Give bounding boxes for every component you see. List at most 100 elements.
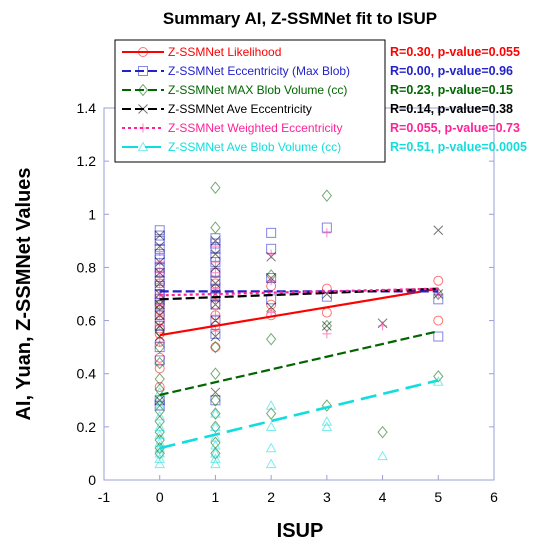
fit-line: [159, 379, 439, 450]
data-point: [210, 453, 221, 463]
data-point: [210, 447, 221, 458]
data-point: [154, 382, 165, 392]
data-point: [433, 289, 443, 299]
data-point: [210, 326, 220, 336]
data-point: [322, 321, 332, 331]
fit-line: [159, 330, 439, 397]
stat-label: R=0.055, p-value=0.73: [390, 121, 520, 135]
data-point: [321, 416, 333, 426]
y-tick-label: 1.4: [77, 100, 97, 116]
data-point: [155, 337, 165, 347]
data-point: [265, 332, 277, 346]
data-point: [265, 421, 277, 431]
legend: Z-SSMNet Likelihood Z-SSMNet Eccentricity…: [122, 45, 350, 154]
data-point: [155, 246, 165, 256]
data-point: [377, 425, 388, 439]
data-point: [154, 453, 166, 463]
data-point: [154, 421, 166, 431]
data-point: [210, 249, 221, 259]
legend-marker: [137, 83, 149, 97]
data-point: [154, 437, 166, 447]
data-point: [266, 227, 277, 238]
data-point: [433, 275, 444, 286]
data-point: [210, 458, 221, 469]
fit-lines: [159, 287, 439, 450]
data-point: [210, 439, 221, 450]
fit-line: [159, 287, 439, 297]
data-point: [210, 262, 221, 273]
data-point: [210, 421, 221, 431]
data-point: [265, 400, 277, 410]
y-tick-label: 0.6: [77, 313, 97, 329]
stats-annotations: R=0.30, p-value=0.055 R=0.00, p-value=0.9…: [390, 45, 527, 154]
x-tick-label: 2: [267, 489, 275, 505]
data-point: [155, 300, 165, 310]
legend-label: Z-SSMNet MAX Blob Volume (cc): [168, 83, 347, 97]
y-tick-label: 1.2: [77, 153, 97, 169]
data-point: [154, 230, 165, 241]
series-points-4: [155, 228, 443, 347]
stat-label: R=0.14, p-value=0.38: [390, 102, 513, 116]
plot-area: [103, 107, 495, 481]
data-point: [433, 315, 444, 326]
fit-line: [159, 287, 439, 301]
y-tick-label: 1: [88, 206, 96, 222]
legend-label: Z-SSMNet Ave Eccentricity: [168, 102, 312, 116]
data-point: [210, 278, 221, 289]
data-point: [155, 321, 165, 331]
data-point: [155, 268, 165, 278]
data-point: [433, 370, 444, 383]
data-point: [154, 340, 165, 354]
x-tick-label: 0: [156, 489, 164, 505]
data-point: [265, 407, 277, 420]
data-point: [154, 410, 166, 421]
data-point: [321, 399, 333, 412]
data-point: [210, 315, 221, 326]
x-tick-label: 3: [323, 489, 331, 505]
data-point: [322, 228, 332, 238]
data-point: [154, 386, 166, 397]
data-points: [154, 149, 444, 469]
stat-label: R=0.00, p-value=0.96: [390, 64, 513, 78]
chart-title: Summary AI, Z-SSMNet fit to ISUP: [163, 9, 437, 28]
legend-marker: [138, 104, 148, 114]
x-tick-label: -1: [98, 489, 111, 505]
data-point: [433, 331, 444, 342]
data-point: [154, 458, 166, 469]
fit-line: [159, 287, 439, 337]
data-point: [154, 241, 165, 252]
data-point: [154, 356, 165, 370]
data-point: [266, 249, 276, 259]
y-tick-label: 0.4: [77, 366, 97, 382]
data-point: [321, 291, 332, 302]
data-point: [154, 429, 166, 439]
legend-marker: [138, 47, 148, 57]
data-point: [266, 276, 276, 286]
y-tick-label: 0.2: [77, 419, 97, 435]
y-axis: 0 0.2 0.4 0.6 0.8 1 1.2 1.4: [77, 100, 494, 488]
stat-label: R=0.23, p-value=0.15: [390, 83, 513, 97]
data-point: [321, 283, 332, 294]
legend-marker: [137, 141, 149, 152]
data-point: [210, 340, 221, 354]
x-tick-label: 5: [434, 489, 442, 505]
data-point: [155, 257, 165, 267]
data-point: [210, 408, 221, 418]
data-point: [321, 189, 333, 202]
data-point: [265, 442, 277, 453]
data-point: [210, 257, 220, 267]
data-point: [210, 431, 221, 442]
data-point: [210, 181, 221, 195]
stat-label: R=0.30, p-value=0.055: [390, 45, 520, 59]
data-point: [154, 235, 165, 246]
stat-label: R=0.51, p-value=0.0005: [390, 140, 527, 154]
y-tick-label: 0: [88, 472, 96, 488]
data-point: [321, 421, 333, 431]
legend-label: Z-SSMNet Eccentricity (Max Blob): [168, 64, 350, 78]
data-point: [210, 221, 221, 234]
data-point: [154, 331, 165, 342]
data-point: [210, 331, 221, 342]
data-point: [154, 393, 165, 407]
data-point: [154, 447, 166, 458]
